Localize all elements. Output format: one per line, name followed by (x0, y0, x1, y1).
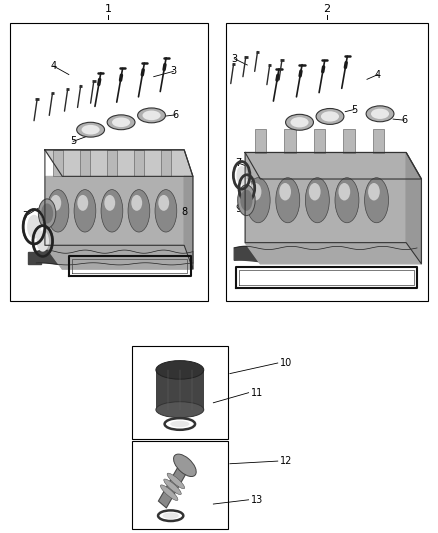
Text: 5: 5 (351, 104, 357, 115)
Text: 6: 6 (173, 110, 179, 120)
Ellipse shape (39, 199, 56, 228)
Polygon shape (28, 252, 41, 264)
Ellipse shape (250, 183, 261, 200)
Ellipse shape (371, 109, 389, 119)
Bar (134, 150, 144, 176)
Text: 3: 3 (170, 67, 177, 76)
Polygon shape (406, 152, 421, 264)
Ellipse shape (246, 177, 270, 223)
Ellipse shape (74, 190, 96, 232)
Bar (343, 128, 355, 152)
Text: 11: 11 (251, 387, 263, 398)
Ellipse shape (240, 190, 253, 211)
Text: 8: 8 (181, 207, 187, 217)
Ellipse shape (101, 190, 123, 232)
Ellipse shape (162, 513, 179, 519)
Polygon shape (159, 462, 189, 508)
Bar (161, 150, 171, 176)
Ellipse shape (164, 479, 181, 495)
Ellipse shape (364, 177, 389, 223)
Ellipse shape (238, 185, 255, 216)
Polygon shape (245, 243, 421, 264)
Text: 3: 3 (231, 54, 237, 63)
Polygon shape (45, 176, 184, 245)
Ellipse shape (104, 195, 115, 211)
Ellipse shape (286, 114, 314, 130)
Bar (10, 22, 208, 301)
Ellipse shape (309, 183, 321, 200)
Bar (132, 441, 228, 529)
Text: 7: 7 (236, 158, 242, 168)
Text: 10: 10 (280, 358, 292, 368)
Text: 12: 12 (280, 456, 292, 466)
Ellipse shape (142, 110, 161, 120)
Bar (254, 128, 266, 152)
Ellipse shape (81, 125, 100, 134)
Ellipse shape (158, 195, 169, 211)
Text: 1: 1 (105, 4, 112, 14)
Ellipse shape (339, 183, 350, 200)
Ellipse shape (156, 402, 204, 418)
Ellipse shape (279, 183, 291, 200)
Text: 7: 7 (22, 211, 28, 221)
Ellipse shape (156, 361, 204, 379)
Ellipse shape (41, 204, 53, 223)
Bar (156, 370, 204, 410)
Ellipse shape (47, 190, 69, 232)
Bar (226, 22, 428, 301)
Bar (284, 128, 296, 152)
Ellipse shape (316, 109, 344, 124)
Polygon shape (245, 152, 421, 179)
Ellipse shape (321, 111, 339, 122)
Text: 6: 6 (401, 115, 407, 125)
Text: 5: 5 (70, 136, 76, 147)
Ellipse shape (77, 122, 105, 137)
Ellipse shape (335, 177, 359, 223)
Ellipse shape (78, 195, 88, 211)
Polygon shape (245, 152, 406, 243)
Ellipse shape (138, 108, 166, 123)
Ellipse shape (167, 473, 185, 489)
Bar (314, 128, 325, 152)
Ellipse shape (237, 166, 247, 184)
Ellipse shape (112, 117, 130, 127)
Polygon shape (45, 245, 193, 269)
Ellipse shape (107, 115, 135, 130)
Polygon shape (36, 250, 193, 265)
Text: 2: 2 (323, 4, 331, 14)
Ellipse shape (173, 454, 196, 477)
Bar (132, 346, 228, 439)
Text: 13: 13 (251, 495, 263, 505)
Ellipse shape (131, 195, 142, 211)
Bar (80, 150, 90, 176)
Ellipse shape (36, 230, 49, 252)
Text: 4: 4 (50, 61, 57, 71)
Ellipse shape (305, 177, 329, 223)
Polygon shape (45, 150, 193, 176)
Ellipse shape (242, 179, 252, 197)
Polygon shape (184, 176, 193, 269)
Ellipse shape (276, 177, 300, 223)
Ellipse shape (155, 190, 177, 232)
Bar (53, 150, 63, 176)
Ellipse shape (290, 117, 308, 127)
Ellipse shape (368, 183, 380, 200)
Bar (373, 128, 385, 152)
Polygon shape (234, 246, 417, 262)
Ellipse shape (128, 190, 150, 232)
Ellipse shape (27, 215, 41, 239)
Text: 4: 4 (375, 70, 381, 79)
Ellipse shape (170, 421, 189, 427)
Text: 9: 9 (236, 204, 242, 214)
Ellipse shape (50, 195, 61, 211)
Bar (107, 150, 117, 176)
Ellipse shape (160, 485, 178, 500)
Ellipse shape (366, 106, 394, 122)
